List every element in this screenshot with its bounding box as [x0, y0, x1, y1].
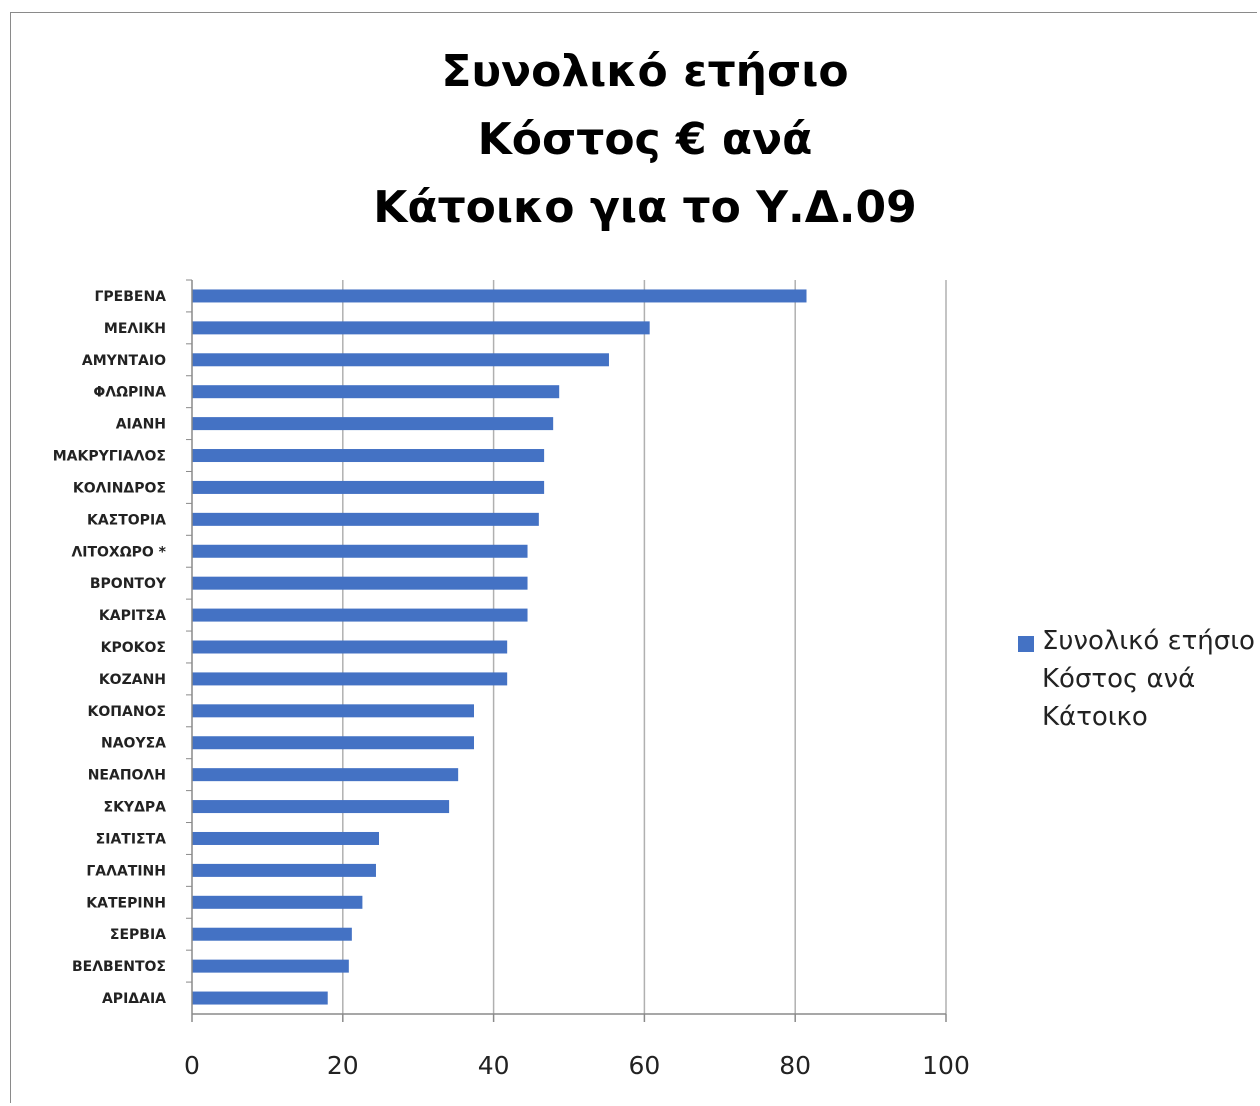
chart-title-line-2: Κόστος € ανά [477, 114, 813, 165]
category-label: ΣΕΡΒΙΑ [110, 927, 166, 943]
category-label: ΛΙΤΟΧΩΡΟ * [71, 544, 166, 560]
x-tick-label: 20 [327, 1051, 359, 1080]
bar-22 [192, 959, 349, 973]
category-label: ΑΙΑΝΗ [116, 417, 166, 433]
category-label: ΒΡΟΝΤΟΥ [90, 576, 167, 592]
bar-12 [192, 640, 508, 654]
legend-swatch [1018, 636, 1034, 652]
legend-label: Συνολικό ετήσιο Κόστος ανά Κάτοικο [1042, 626, 1255, 732]
category-label: ΣΚΥΔΡΑ [104, 800, 167, 816]
x-tick-label: 80 [779, 1051, 811, 1080]
tick-labels: 0 20 40 60 80 100 [184, 1051, 970, 1080]
category-label: ΚΑΤΕΡΙΝΗ [86, 895, 166, 911]
x-tick-label: 40 [478, 1051, 510, 1080]
bar-6 [192, 449, 545, 463]
bar-5 [192, 417, 554, 431]
category-label: ΝΕΑΠΟΛΗ [88, 768, 166, 784]
category-label: ΓΡΕΒΕΝΑ [94, 289, 166, 305]
bar-13 [192, 672, 508, 686]
category-label: ΚΑΣΤΟΡΙΑ [87, 512, 166, 528]
bar-18 [192, 831, 379, 845]
bar-10 [192, 576, 528, 590]
chart-title-line-3: Κάτοικο για το Υ.Δ.09 [373, 182, 917, 233]
bar-7 [192, 480, 545, 494]
bar-17 [192, 800, 450, 814]
category-label: ΒΕΛΒΕΝΤΟΣ [72, 959, 166, 975]
bar-19 [192, 863, 376, 877]
bar-8 [192, 512, 539, 526]
category-label: ΑΜΥΝΤΑΙΟ [82, 353, 166, 369]
bar-20 [192, 895, 363, 909]
category-label: ΑΡΙΔΑΙΑ [102, 991, 166, 1007]
category-label: ΚΟΛΙΝΔΡΟΣ [73, 480, 166, 496]
bar-11 [192, 608, 528, 622]
x-tick-label: 0 [184, 1051, 200, 1080]
category-label: ΚΟΖΑΝΗ [99, 672, 166, 688]
bars [192, 289, 807, 1005]
category-label: ΚΑΡΙΤΣΑ [99, 608, 166, 624]
category-labels: ΓΡΕΒΕΝΑ ΜΕΛΙΚΗ ΑΜΥΝΤΑΙΟ ΦΛΩΡΙΝΑ ΑΙΑΝΗ ΜΑΚΡΥΓΙ… [53, 289, 167, 1007]
bar-23 [192, 991, 328, 1005]
bar-14 [192, 704, 474, 718]
bar-9 [192, 544, 528, 558]
bar-1 [192, 289, 807, 303]
x-tick-label: 100 [922, 1051, 970, 1080]
category-label: ΚΟΠΑΝΟΣ [88, 704, 166, 720]
chart-title-line-1: Συνολικό ετήσιο [441, 46, 849, 97]
x-tick-label: 60 [628, 1051, 660, 1080]
bar-21 [192, 927, 352, 941]
category-label: ΝΑΟΥΣΑ [101, 736, 166, 752]
category-label: ΚΡΟΚΟΣ [101, 640, 166, 656]
category-label: ΜΕΛΙΚΗ [104, 321, 166, 337]
category-label: ΜΑΚΡΥΓΙΑΛΟΣ [53, 449, 166, 465]
bar-2 [192, 321, 650, 335]
bar-16 [192, 768, 459, 782]
bar-3 [192, 353, 609, 367]
category-label: ΣΙΑΤΙΣΤΑ [96, 831, 166, 847]
category-label: ΓΑΛΑΤΙΝΗ [86, 863, 166, 879]
axes [186, 279, 947, 1022]
bar-15 [192, 736, 474, 750]
bar-4 [192, 385, 560, 399]
category-label: ΦΛΩΡΙΝΑ [93, 385, 166, 401]
